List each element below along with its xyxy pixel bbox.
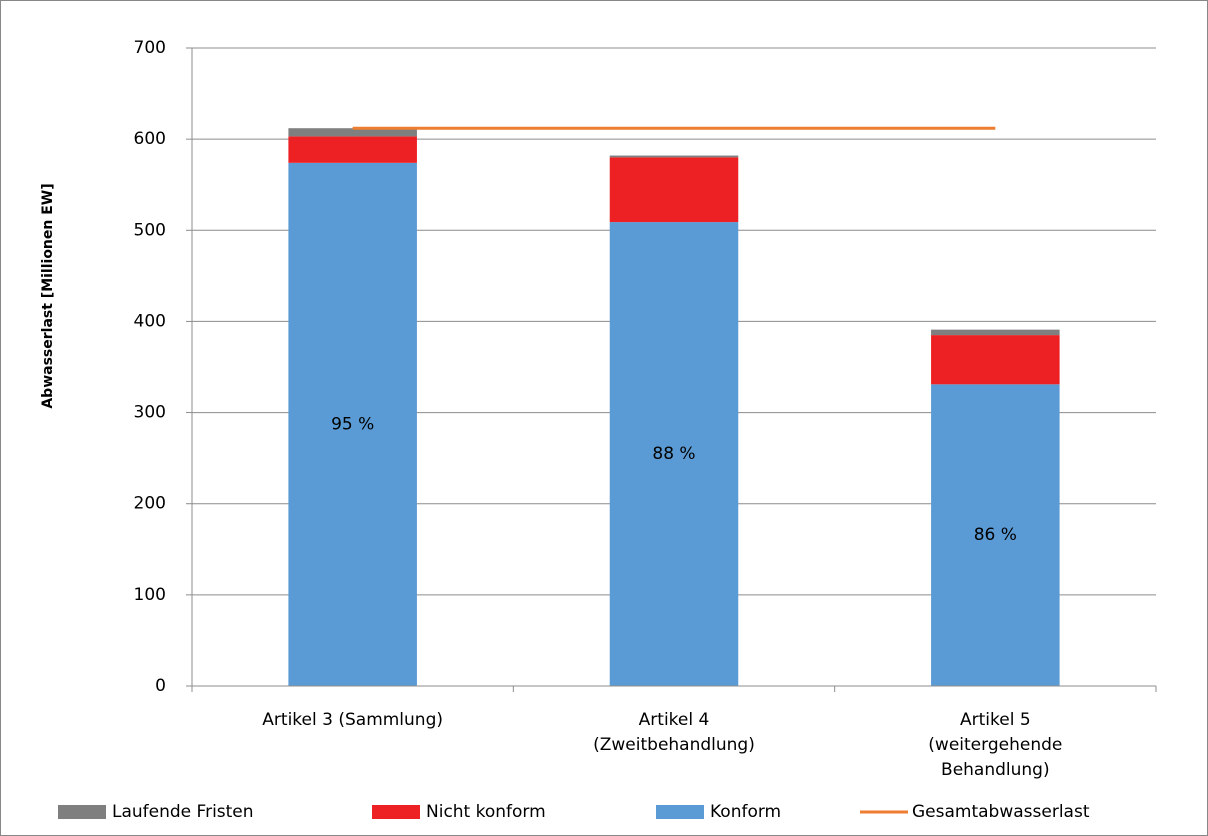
- y-tick-label: 200: [134, 494, 166, 514]
- legend-swatch: [58, 805, 106, 819]
- x-tick-label-line: (weitergehende: [928, 735, 1062, 755]
- x-tick-label: Artikel 4 (Zweitbehandlung): [593, 710, 755, 755]
- bar-segment: [609, 222, 739, 686]
- y-tick-label: 300: [134, 403, 166, 423]
- y-tick-label: 100: [134, 585, 166, 605]
- y-axis-title: Abwasserlast [Millionen EW]: [40, 183, 56, 408]
- x-tick-label: Artikel 3 (Sammlung): [262, 710, 443, 730]
- bar-segment: [931, 384, 1060, 686]
- legend-label: Gesamtabwasserlast: [912, 802, 1090, 822]
- legend-label: Laufende Fristen: [112, 802, 254, 822]
- y-tick-label: 400: [134, 311, 166, 331]
- y-tick-label: 500: [134, 220, 166, 240]
- legend-swatch: [372, 805, 420, 819]
- bar-annotation: 88 %: [652, 444, 695, 464]
- bar-annotation: 95 %: [331, 414, 374, 434]
- x-tick-label-line: Artikel 5: [960, 710, 1031, 730]
- bar-annotation: 86 %: [974, 525, 1017, 545]
- legend-label: Nicht konform: [426, 802, 546, 822]
- x-tick-label-line: Behandlung): [941, 760, 1050, 780]
- bar-segment: [931, 329, 1060, 336]
- x-tick-label: Artikel 5 (weitergehende Behandlung): [928, 710, 1062, 780]
- bar-segment: [288, 136, 417, 163]
- bar-segment: [931, 335, 1060, 385]
- y-tick-label: 0: [155, 676, 166, 696]
- x-tick-label-line: Artikel 3 (Sammlung): [262, 710, 443, 730]
- bar-segment: [609, 155, 739, 158]
- legend-swatch: [656, 805, 704, 819]
- bar-segment: [609, 157, 739, 223]
- x-tick-label-line: Artikel 4: [639, 710, 710, 730]
- bar-segment: [288, 162, 417, 687]
- y-tick-label: 600: [134, 129, 166, 149]
- legend-label: Konform: [710, 802, 781, 822]
- bar-segment: [288, 128, 417, 137]
- x-tick-label-line: (Zweitbehandlung): [593, 735, 755, 755]
- y-tick-label: 700: [134, 38, 166, 58]
